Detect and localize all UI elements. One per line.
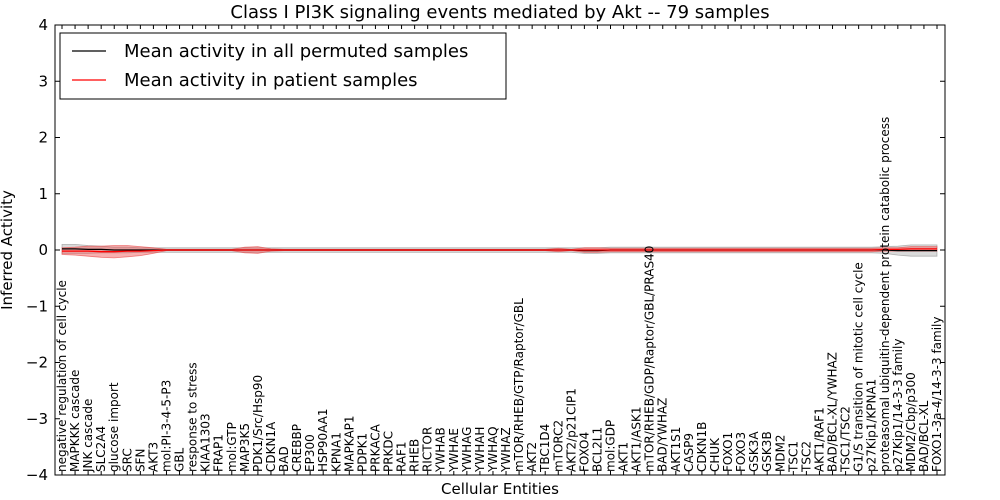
x-tick-label: SLC2A4 — [94, 426, 108, 472]
x-tick-label: FOXO1 — [721, 432, 735, 472]
x-tick-label: CREBBP — [290, 424, 304, 472]
x-tick-label: GSK3A — [747, 431, 761, 472]
x-tick-label: proteasomal ubiquitin-dependent protein … — [878, 117, 892, 472]
x-tick-label: BAD/BCL-XL/YWHAZ — [826, 352, 840, 472]
x-tick-label: MAPKKK cascade — [68, 370, 82, 472]
x-tick-label: mol:PI-3-4-5-P3 — [160, 380, 174, 472]
legend: Mean activity in all permuted samples Mea… — [59, 32, 507, 100]
x-tick-label: PDPK1 — [355, 433, 369, 472]
y-tick-label: −3 — [26, 410, 48, 428]
x-axis-label: Cellular Entities — [441, 480, 559, 498]
x-tick-label: BAD/YWHAZ — [656, 398, 670, 472]
x-tick-label: KPNA1 — [329, 432, 343, 472]
y-tick-label: 2 — [38, 129, 48, 147]
x-tick-label: HSP90AA1 — [316, 408, 330, 472]
x-tick-label: glucose import — [107, 382, 121, 472]
x-tick-label: CDKN1B — [695, 422, 709, 472]
x-tick-label: BCL2L1 — [590, 427, 604, 472]
x-tick-label: CASP9 — [682, 433, 696, 472]
x-tick-label: FOXO4 — [577, 432, 591, 472]
x-tick-label: YWHAG — [460, 427, 474, 474]
y-tick-label: −4 — [26, 466, 48, 484]
x-tick-label: FRAP1 — [212, 434, 226, 472]
x-tick-label: BAD/BCL-XL — [917, 400, 931, 472]
x-tick-label: CDKN1A — [264, 421, 278, 472]
x-tick-label: MAPKAP1 — [342, 415, 356, 472]
x-tick-label: mTOR/RHEB/GTP/Raptor/GBL — [512, 298, 526, 472]
x-tick-label: mTOR/RHEB/GDP/Raptor/GBL/PRAS40 — [643, 246, 657, 472]
x-tick-label: AKT3 — [146, 442, 160, 472]
x-tick-label: AKT1/RAF1 — [813, 407, 827, 472]
x-tick-label: CHUK — [708, 437, 722, 472]
x-tick-label: G1/S transition of mitotic cell cycle — [852, 262, 866, 472]
x-tick-label: PRKACA — [368, 423, 382, 472]
x-tick-label: p27Kip1/14-3-3 family — [891, 339, 905, 472]
y-tick-label: −1 — [26, 297, 48, 315]
x-tick-label: EP300 — [303, 434, 317, 472]
x-tick-label: YWHAE — [447, 428, 461, 473]
x-tick-label: MAP3K5 — [238, 423, 252, 472]
x-tick-label: TSC1/TSC2 — [839, 406, 853, 473]
x-tick-label: YWHAZ — [499, 427, 513, 473]
y-tick-label: 1 — [38, 185, 48, 203]
x-tick-label: p27Kip1/KPNA1 — [865, 379, 879, 472]
series-line-patient — [62, 248, 937, 253]
x-tick-label: AKT1S1 — [669, 427, 683, 472]
x-tick-label: MDM2 — [773, 434, 787, 472]
x-tick-label: YWHAH — [473, 427, 487, 473]
x-tick-label: JNK cascade — [81, 399, 95, 473]
x-tick-label: response to stress — [186, 362, 200, 472]
y-axis-label: Inferred Activity — [0, 190, 16, 310]
x-tick-label: AKT1/ASK1 — [630, 406, 644, 471]
x-tick-label: SFN — [133, 449, 147, 473]
x-tick-label: negative regulation of cell cycle — [55, 280, 69, 472]
x-tick-label: RICTOR — [421, 427, 435, 472]
x-tick-label: KIAA1303 — [199, 413, 213, 472]
y-tick-label: −2 — [26, 354, 48, 372]
y-tick-label: 3 — [38, 72, 48, 90]
x-tick-label: GBL — [173, 447, 187, 472]
x-tick-label: YWHAQ — [486, 426, 500, 473]
x-tick-label: PRKDC — [382, 431, 396, 472]
x-tick-label: TBC1D4 — [538, 424, 552, 473]
chart-title: Class I PI3K signaling events mediated b… — [230, 2, 769, 23]
x-tick-label: PDK1/Src/Hsp90 — [251, 375, 265, 472]
x-tick-label: RAF1 — [395, 441, 409, 472]
y-tick-label: 4 — [38, 16, 48, 34]
x-tick-label: YWHAB — [434, 427, 448, 473]
x-tick-label: SRC — [120, 448, 134, 472]
x-tick-label: FOXO3 — [734, 432, 748, 472]
x-tick-label: AKT2 — [525, 442, 539, 472]
x-tick-label: AKT1 — [617, 442, 631, 472]
x-tick-label: BAD — [277, 446, 291, 472]
legend-box — [59, 32, 507, 100]
x-tick-label: mol:GTP — [225, 422, 239, 472]
x-tick-label: MDM2/Cbp/p300 — [904, 372, 918, 472]
x-tick-label: RHEB — [408, 439, 422, 472]
x-tick-label: GSK3B — [760, 431, 774, 472]
x-tick-label: AKT2/p21CIP1 — [564, 388, 578, 472]
x-tick-label: TSC1 — [786, 441, 800, 473]
x-tick-label: mol:GDP — [604, 420, 618, 472]
x-tick-label: FOXO1-3a-4/14-3-3 family — [930, 317, 944, 473]
y-tick-label: 0 — [38, 241, 48, 259]
legend-label-patient: Mean activity in patient samples — [124, 70, 418, 91]
plot-area: 4 3 2 1 0 −1 −2 −3 −4 negative regulation of cell… — [26, 16, 946, 484]
legend-label-permuted: Mean activity in all permuted samples — [124, 41, 468, 62]
x-tick-label: mTORC2 — [551, 420, 565, 472]
x-tick-label: TSC2 — [799, 441, 813, 473]
